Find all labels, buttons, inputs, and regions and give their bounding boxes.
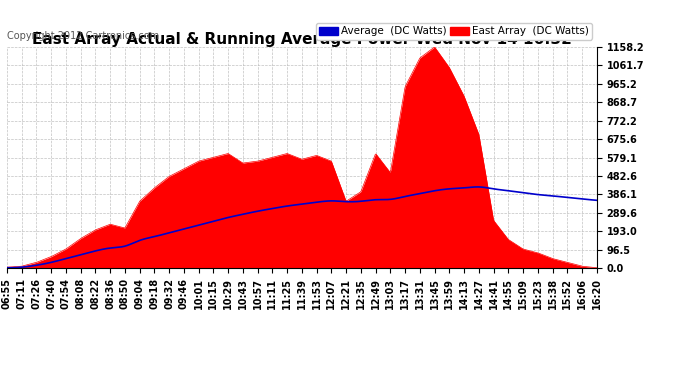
Title: East Array Actual & Running Average Power Wed Nov 14 16:32: East Array Actual & Running Average Powe… xyxy=(32,32,572,47)
Text: Copyright 2012 Cartronics.com: Copyright 2012 Cartronics.com xyxy=(7,32,159,41)
Legend: Average  (DC Watts), East Array  (DC Watts): Average (DC Watts), East Array (DC Watts… xyxy=(316,23,591,40)
